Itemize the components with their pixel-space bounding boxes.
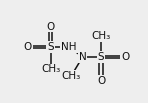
Text: CH₃: CH₃ xyxy=(41,64,60,74)
Text: O: O xyxy=(97,76,105,86)
Text: NH: NH xyxy=(61,42,77,52)
Text: CH₃: CH₃ xyxy=(62,71,81,81)
Text: O: O xyxy=(46,22,55,32)
Text: CH₃: CH₃ xyxy=(91,31,111,41)
Text: O: O xyxy=(121,52,129,62)
Text: N: N xyxy=(79,52,87,62)
Text: S: S xyxy=(98,52,104,62)
Text: O: O xyxy=(24,42,32,52)
Text: S: S xyxy=(47,42,54,52)
